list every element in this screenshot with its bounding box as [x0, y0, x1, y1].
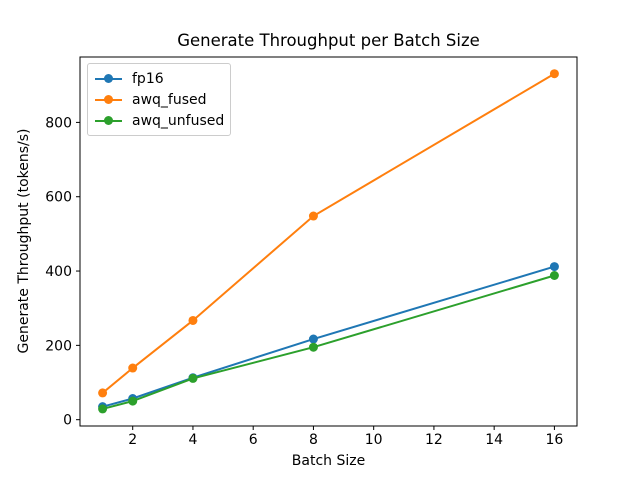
legend-label: awq_unfused [132, 112, 225, 129]
legend-marker-dot [104, 74, 113, 83]
data-point-fp16-x16 [549, 262, 559, 272]
legend-line-sample [95, 74, 122, 83]
data-point-awq_unfused-x4 [188, 373, 198, 383]
y-tick-label: 0 [63, 413, 72, 429]
x-axis-label: Batch Size [291, 453, 366, 469]
legend-line-sample [95, 95, 122, 104]
legend-marker-dot [104, 116, 113, 125]
legend-entry-awq-unfused: awq_unfused [95, 110, 225, 131]
data-point-fp16-x8 [308, 334, 318, 344]
y-tick-label: 600 [45, 190, 72, 206]
y-tick-label: 800 [45, 115, 72, 131]
data-point-awq_fused-x2 [128, 363, 138, 373]
x-tick-label: 4 [188, 432, 197, 448]
data-point-awq_unfused-x1 [98, 404, 108, 414]
x-tick-label: 16 [545, 432, 563, 448]
data-point-awq_unfused-x16 [549, 271, 559, 281]
plot-border [79, 56, 578, 427]
data-point-awq_fused-x1 [98, 388, 108, 398]
data-point-awq_fused-x16 [549, 69, 559, 79]
y-tick-label: 200 [45, 338, 72, 354]
data-point-awq_fused-x4 [188, 315, 198, 325]
data-point-awq_unfused-x2 [128, 396, 138, 406]
legend-label: fp16 [132, 70, 164, 87]
data-point-awq_unfused-x8 [308, 342, 318, 352]
chart-title: Generate Throughput per Batch Size [177, 31, 480, 50]
y-tick-label: 400 [45, 264, 72, 280]
legend-entry-awq-fused: awq_fused [95, 89, 222, 110]
legend-label: awq_fused [132, 91, 207, 108]
x-tick-label: 6 [249, 432, 258, 448]
series-line-awq_unfused [101, 274, 556, 410]
x-tick-label: 12 [425, 432, 443, 448]
x-tick-label: 8 [309, 432, 318, 448]
legend-marker-dot [104, 95, 113, 104]
x-tick-label: 10 [365, 432, 383, 448]
y-axis-label: Generate Throughput (tokens/s) [16, 128, 32, 354]
legend-line-sample [95, 116, 122, 125]
x-tick-label: 2 [128, 432, 137, 448]
data-point-awq_fused-x8 [308, 211, 318, 221]
series-line-fp16 [101, 265, 556, 408]
legend: fp16 awq_fused awq_unfused [87, 63, 231, 136]
x-tick-label: 14 [485, 432, 503, 448]
legend-entry-fp16: fp16 [95, 68, 222, 89]
